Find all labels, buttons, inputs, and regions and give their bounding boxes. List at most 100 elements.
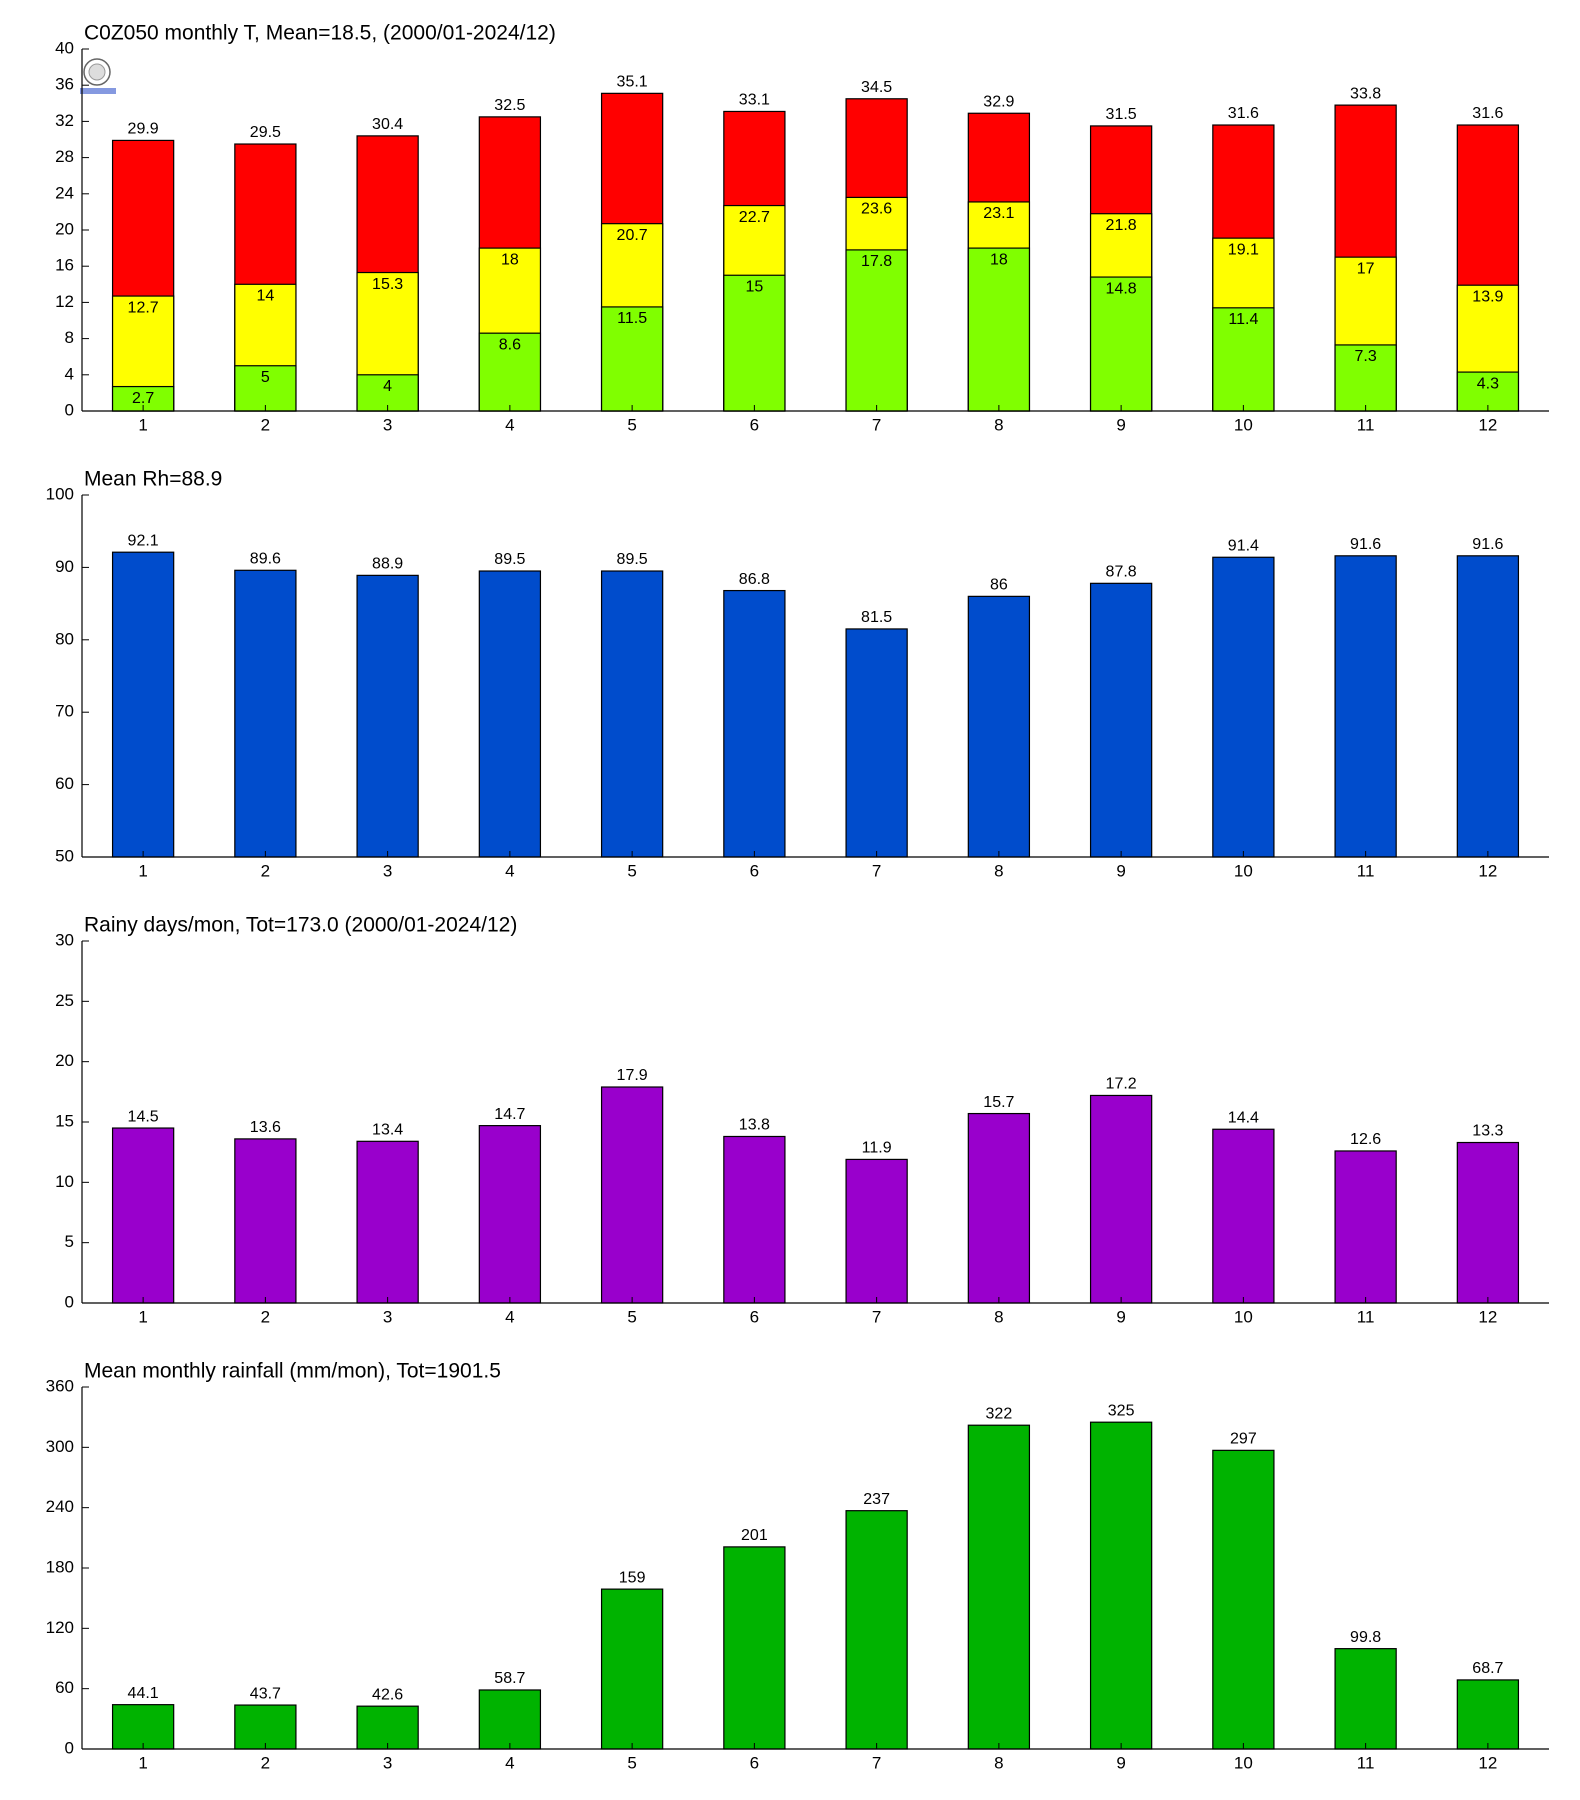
bar: [845, 1158, 908, 1304]
value-label: 15: [745, 278, 763, 295]
value-label: 18: [990, 251, 1008, 268]
x-tick-label: 10: [1234, 1307, 1253, 1326]
bar: [234, 365, 297, 412]
bar: [1089, 276, 1153, 412]
value-label: 19.1: [1228, 241, 1259, 258]
value-label: 22.7: [739, 209, 770, 226]
y-tick-label: 240: [46, 1497, 74, 1516]
x-tick-label: 5: [627, 1307, 636, 1326]
y-tick-label: 36: [55, 75, 74, 94]
value-label: 44.1: [128, 1685, 159, 1702]
x-tick-label: 4: [505, 415, 514, 434]
value-label: 91.4: [1228, 537, 1259, 554]
x-tick-label: 1: [138, 1307, 147, 1326]
value-label: 13.4: [372, 1122, 403, 1139]
x-tick-label: 4: [505, 1307, 514, 1326]
bar: [1456, 1141, 1520, 1304]
x-tick-label: 6: [750, 1753, 759, 1772]
value-label: 237: [863, 1491, 890, 1508]
y-tick-label: 90: [55, 557, 74, 576]
y-tick-label: 24: [55, 183, 74, 202]
x-tick-label: 2: [261, 1307, 270, 1326]
value-label: 201: [741, 1527, 768, 1544]
value-label: 21.8: [1106, 217, 1137, 234]
chart-title: Mean Rh=88.9: [84, 468, 222, 491]
y-tick-label: 16: [55, 256, 74, 275]
bar: [967, 1112, 1031, 1304]
logo: [80, 58, 116, 94]
x-tick-label: 6: [750, 861, 759, 880]
x-tick-label: 4: [505, 861, 514, 880]
bar: [723, 274, 786, 412]
x-tick-label: 7: [872, 1307, 881, 1326]
value-label: 14.7: [494, 1106, 525, 1123]
x-tick-label: 8: [994, 1753, 1003, 1772]
bar: [1456, 1679, 1520, 1750]
value-label: 17: [1357, 260, 1375, 277]
x-tick-label: 12: [1478, 1307, 1497, 1326]
value-label: 12.7: [128, 299, 159, 316]
bar: [356, 1705, 419, 1750]
y-tick-label: 25: [55, 991, 74, 1010]
bar: [1334, 555, 1397, 858]
x-tick-label: 9: [1116, 1753, 1125, 1772]
bar: [1089, 582, 1153, 858]
value-label: 42.6: [372, 1686, 403, 1703]
x-tick-label: 7: [872, 861, 881, 880]
value-label: 15.7: [983, 1094, 1014, 1111]
y-tick-label: 8: [65, 328, 74, 347]
value-label: 13.9: [1472, 288, 1503, 305]
value-label: 325: [1108, 1402, 1135, 1419]
bar: [1334, 1150, 1397, 1304]
x-tick-label: 9: [1116, 415, 1125, 434]
x-tick-label: 3: [383, 415, 392, 434]
y-tick-label: 12: [55, 292, 74, 311]
value-label: 4.3: [1477, 375, 1499, 392]
bar: [600, 570, 664, 858]
x-tick-label: 11: [1357, 1753, 1375, 1772]
bar: [111, 1704, 175, 1750]
x-tick-label: 9: [1116, 861, 1125, 880]
value-label: 34.5: [861, 79, 892, 96]
bar: [845, 249, 908, 412]
value-label: 30.4: [372, 116, 403, 133]
value-label: 297: [1230, 1431, 1257, 1448]
y-tick-label: 5: [65, 1232, 74, 1251]
bar: [234, 569, 297, 858]
y-tick-label: 0: [65, 1292, 74, 1311]
x-tick-label: 1: [138, 415, 147, 434]
bar: [1089, 1421, 1153, 1750]
value-label: 20.7: [617, 227, 648, 244]
bar: [723, 1135, 786, 1304]
value-label: 86: [990, 577, 1008, 594]
value-label: 322: [986, 1405, 1013, 1422]
x-tick-label: 6: [750, 1307, 759, 1326]
value-label: 18: [501, 251, 519, 268]
x-tick-label: 10: [1234, 861, 1253, 880]
value-label: 14: [256, 288, 274, 305]
value-label: 11.9: [862, 1140, 892, 1157]
bar: [234, 1138, 297, 1304]
x-tick-label: 11: [1357, 415, 1375, 434]
bar: [845, 628, 908, 858]
x-tick-label: 11: [1357, 861, 1375, 880]
value-label: 58.7: [494, 1670, 525, 1687]
chart-title: C0Z050 monthly T, Mean=18.5, (2000/01-20…: [84, 22, 556, 45]
value-label: 29.5: [250, 124, 281, 141]
x-tick-label: 8: [994, 861, 1003, 880]
bar: [356, 574, 419, 858]
bar: [478, 570, 542, 858]
bar: [111, 1127, 175, 1304]
bar: [1334, 1648, 1397, 1750]
x-tick-label: 11: [1357, 1307, 1375, 1326]
bar: [967, 1424, 1031, 1750]
x-tick-label: 5: [627, 415, 636, 434]
y-tick-label: 0: [65, 1738, 74, 1757]
y-tick-label: 70: [55, 702, 74, 721]
x-tick-label: 8: [994, 415, 1003, 434]
value-label: 8.6: [499, 336, 521, 353]
bar: [600, 306, 664, 412]
bar: [723, 1546, 786, 1750]
value-label: 81.5: [861, 609, 892, 626]
